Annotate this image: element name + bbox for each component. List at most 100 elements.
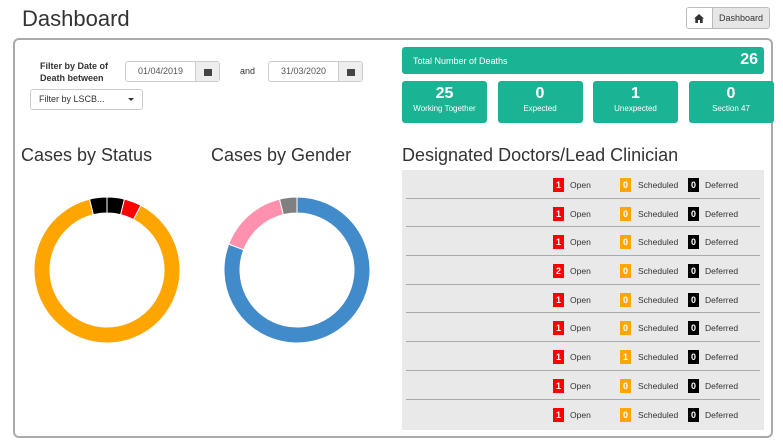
open-count-badge: 2: [553, 264, 564, 279]
breadcrumb: Dashboard: [685, 7, 770, 29]
stat-value: 0: [535, 85, 545, 102]
scheduled-count-badge: 0: [620, 292, 631, 307]
scheduled-label: Scheduled: [638, 294, 679, 305]
doctors-title: Designated Doctors/Lead Clinician: [402, 145, 679, 165]
to-date-value[interactable]: 31/03/2020: [280, 66, 327, 76]
open-label: Open: [570, 352, 591, 363]
deferred-count-badge: 0: [688, 292, 699, 307]
open-count-badge: 1: [553, 206, 564, 221]
deferred-count-badge: 0: [688, 264, 699, 279]
open-count-badge: 1: [553, 378, 564, 393]
open-label: Open: [570, 208, 591, 219]
deferred-count-badge: 0: [688, 350, 699, 365]
scheduled-count-badge: 0: [620, 178, 631, 192]
deferred-label: Deferred: [705, 409, 739, 420]
table-row[interactable]: 1 Open 0 Scheduled 0 Deferred: [406, 400, 760, 429]
lscb-filter-dropdown[interactable]: Filter by LSCB...: [30, 89, 143, 110]
from-date-field[interactable]: 01/04/2019: [125, 61, 220, 82]
open-label: Open: [570, 409, 591, 420]
stat-tile[interactable]: 1 Unexpected: [593, 81, 678, 123]
open-label: Open: [570, 323, 591, 334]
total-deaths-value: 26: [740, 51, 758, 68]
stat-label: Unexpected: [614, 104, 657, 113]
date-filter-label: Filter by Date of Death between: [40, 61, 109, 83]
dashboard-panel: [13, 38, 773, 438]
donut-slice[interactable]: [278, 196, 298, 216]
open-label: Open: [570, 294, 591, 305]
scheduled-count-badge: 0: [620, 206, 631, 221]
stat-value: 0: [726, 85, 736, 102]
gender-chart-title: Cases by Gender: [211, 145, 352, 165]
calendar-icon[interactable]: [338, 62, 362, 81]
and-label: and: [240, 66, 256, 76]
deferred-label: Deferred: [705, 208, 739, 219]
scheduled-count-badge: 0: [620, 378, 631, 393]
stat-tile[interactable]: 25 Working Together: [402, 81, 487, 123]
table-row[interactable]: 2 Open 0 Scheduled 0 Deferred: [406, 256, 760, 285]
doctors-table: 1 Open 0 Scheduled 0 Deferred 1 Open 0 Schedu…: [402, 170, 764, 430]
deferred-label: Deferred: [705, 380, 739, 391]
table-row[interactable]: 1 Open 0 Scheduled 0 Deferred: [406, 227, 760, 257]
open-label: Open: [570, 237, 591, 248]
table-row[interactable]: 1 Open 1 Scheduled 0 Deferred: [406, 342, 760, 371]
donut-slice[interactable]: [88, 196, 108, 216]
deferred-label: Deferred: [705, 180, 739, 190]
breadcrumb-dashboard[interactable]: Dashboard: [712, 8, 769, 28]
scheduled-count-badge: 0: [620, 235, 631, 250]
deferred-label: Deferred: [705, 237, 739, 248]
deferred-label: Deferred: [705, 323, 739, 334]
open-count-badge: 1: [553, 321, 564, 336]
table-row[interactable]: 1 Open 0 Scheduled 0 Deferred: [406, 199, 760, 228]
deferred-count-badge: 0: [688, 378, 699, 393]
open-count-badge: 1: [553, 407, 564, 422]
scheduled-label: Scheduled: [638, 380, 679, 391]
from-date-value[interactable]: 01/04/2019: [137, 66, 184, 76]
deferred-label: Deferred: [705, 266, 739, 277]
donut-slice[interactable]: [33, 198, 181, 344]
deferred-count-badge: 0: [688, 407, 699, 422]
stat-tile[interactable]: 0 Expected: [497, 81, 583, 123]
table-row[interactable]: 1 Open 0 Scheduled 0 Deferred: [406, 371, 760, 400]
scheduled-label: Scheduled: [638, 208, 679, 219]
scheduled-label: Scheduled: [638, 180, 679, 190]
status-donut-chart: [33, 196, 181, 344]
lscb-filter-label: Filter by LSCB...: [39, 94, 105, 104]
deferred-label: Deferred: [705, 352, 739, 363]
home-icon[interactable]: [686, 8, 713, 28]
scheduled-label: Scheduled: [638, 323, 679, 334]
page-title: Dashboard: [22, 6, 130, 31]
stat-label: Section 47: [712, 104, 750, 113]
open-label: Open: [570, 380, 591, 391]
total-deaths-card: Total Number of Deaths 26: [402, 47, 764, 74]
caret-down-icon: [128, 98, 134, 101]
calendar-icon[interactable]: [195, 62, 219, 81]
deferred-count-badge: 0: [688, 206, 699, 221]
scheduled-count-badge: 1: [620, 350, 631, 365]
stat-tile[interactable]: 0 Section 47: [688, 81, 774, 123]
table-row[interactable]: 1 Open 0 Scheduled 0 Deferred: [406, 313, 760, 343]
open-count-badge: 1: [553, 235, 564, 250]
deferred-count-badge: 0: [688, 235, 699, 250]
open-label: Open: [570, 180, 591, 190]
donut-slice[interactable]: [228, 198, 284, 251]
stat-value: 25: [435, 85, 454, 102]
scheduled-count-badge: 0: [620, 407, 631, 422]
donut-slice[interactable]: [223, 196, 371, 344]
open-count-badge: 1: [553, 292, 564, 307]
open-label: Open: [570, 266, 591, 277]
scheduled-label: Scheduled: [638, 409, 679, 420]
deferred-label: Deferred: [705, 294, 739, 305]
table-row[interactable]: 1 Open 0 Scheduled 0 Deferred: [406, 285, 760, 314]
scheduled-label: Scheduled: [638, 352, 679, 363]
stat-label: Working Together: [413, 104, 476, 113]
table-row[interactable]: 1 Open 0 Scheduled 0 Deferred: [406, 170, 760, 199]
deferred-count-badge: 0: [688, 321, 699, 336]
deferred-count-badge: 0: [688, 178, 699, 192]
scheduled-count-badge: 0: [620, 321, 631, 336]
scheduled-count-badge: 0: [620, 264, 631, 279]
scheduled-label: Scheduled: [638, 266, 679, 277]
to-date-field[interactable]: 31/03/2020: [268, 61, 363, 82]
total-deaths-label: Total Number of Deaths: [413, 56, 508, 66]
open-count-badge: 1: [553, 350, 564, 365]
stat-value: 1: [631, 85, 640, 102]
